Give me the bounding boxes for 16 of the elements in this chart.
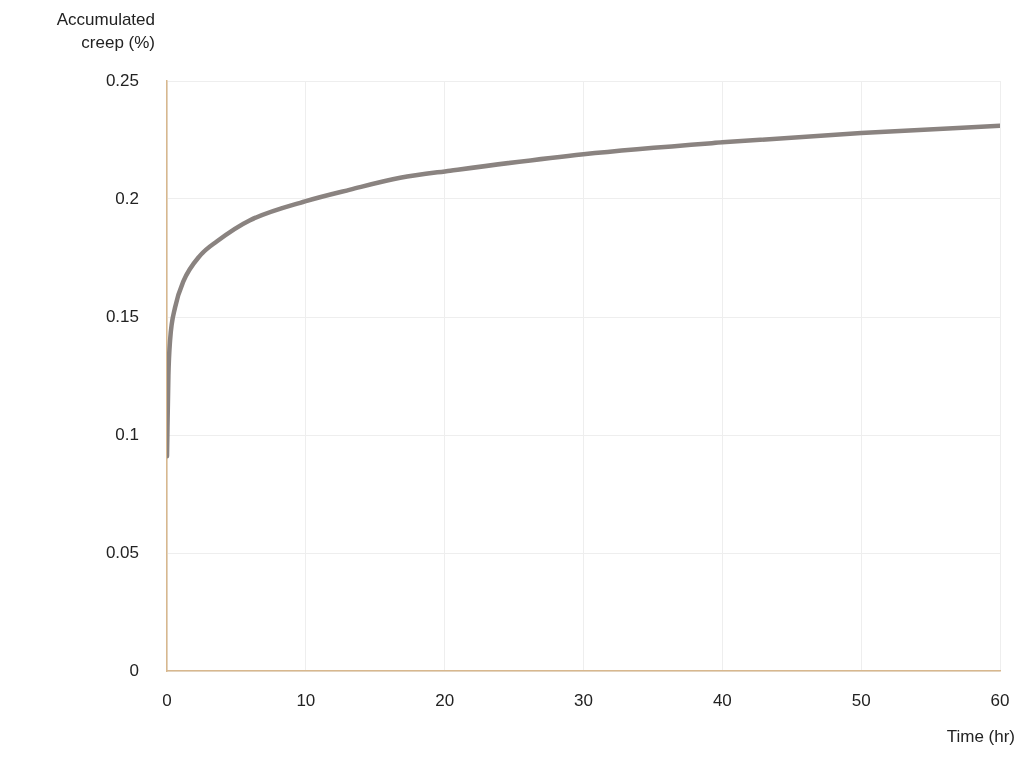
x-tick-label: 10 <box>296 690 316 710</box>
x-tick-label: 60 <box>990 690 1010 710</box>
y-tick-label: 0.05 <box>105 542 139 562</box>
x-tick-label: 20 <box>435 690 455 710</box>
y-tick-label: 0.2 <box>115 188 139 208</box>
y-tick-label: 0.15 <box>105 306 139 326</box>
x-tick-label: 40 <box>712 690 732 710</box>
x-axis-title: Time (hr) <box>946 727 1015 747</box>
x-tick-label: 50 <box>851 690 871 710</box>
y-axis-title: Accumulated creep (%) <box>55 9 155 54</box>
y-tick-label: 0.1 <box>115 424 139 444</box>
line-series <box>167 123 1000 459</box>
x-tick-label: 30 <box>574 690 593 710</box>
y-tick-label: 0 <box>129 660 139 680</box>
y-tick-label: 0.25 <box>105 70 139 90</box>
x-tick-label: 0 <box>162 690 172 710</box>
